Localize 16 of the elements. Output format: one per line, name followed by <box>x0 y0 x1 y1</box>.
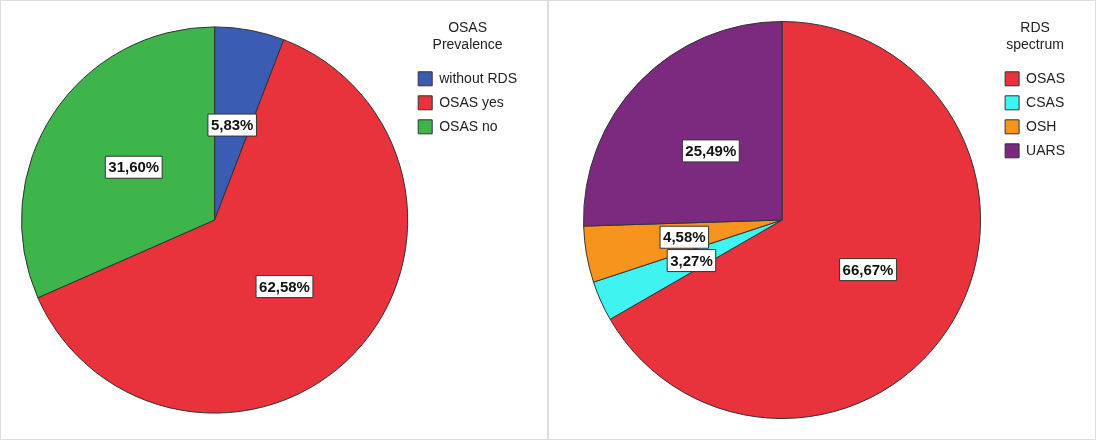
data-label: 5,83% <box>210 116 254 134</box>
data-label: 4,58% <box>663 228 706 246</box>
legend-label: OSAS <box>1026 69 1065 86</box>
legend-label: OSH <box>1026 117 1057 134</box>
legend-label: CSAS <box>1026 93 1065 110</box>
data-label: 62,58% <box>259 277 310 295</box>
legend-label: without RDS <box>438 69 518 86</box>
data-label: 3,27% <box>670 251 713 269</box>
data-label: 31,60% <box>108 158 160 176</box>
legend-label: OSAS yes <box>439 93 504 110</box>
legend-title: RDS spectrum <box>1006 18 1064 52</box>
legend-label: OSAS no <box>439 117 498 134</box>
legend-title: OSAS Prevalence <box>432 18 503 52</box>
data-label: 25,49% <box>685 142 737 160</box>
legend-label: UARS <box>1026 141 1065 158</box>
data-label: 66,67% <box>842 260 894 278</box>
